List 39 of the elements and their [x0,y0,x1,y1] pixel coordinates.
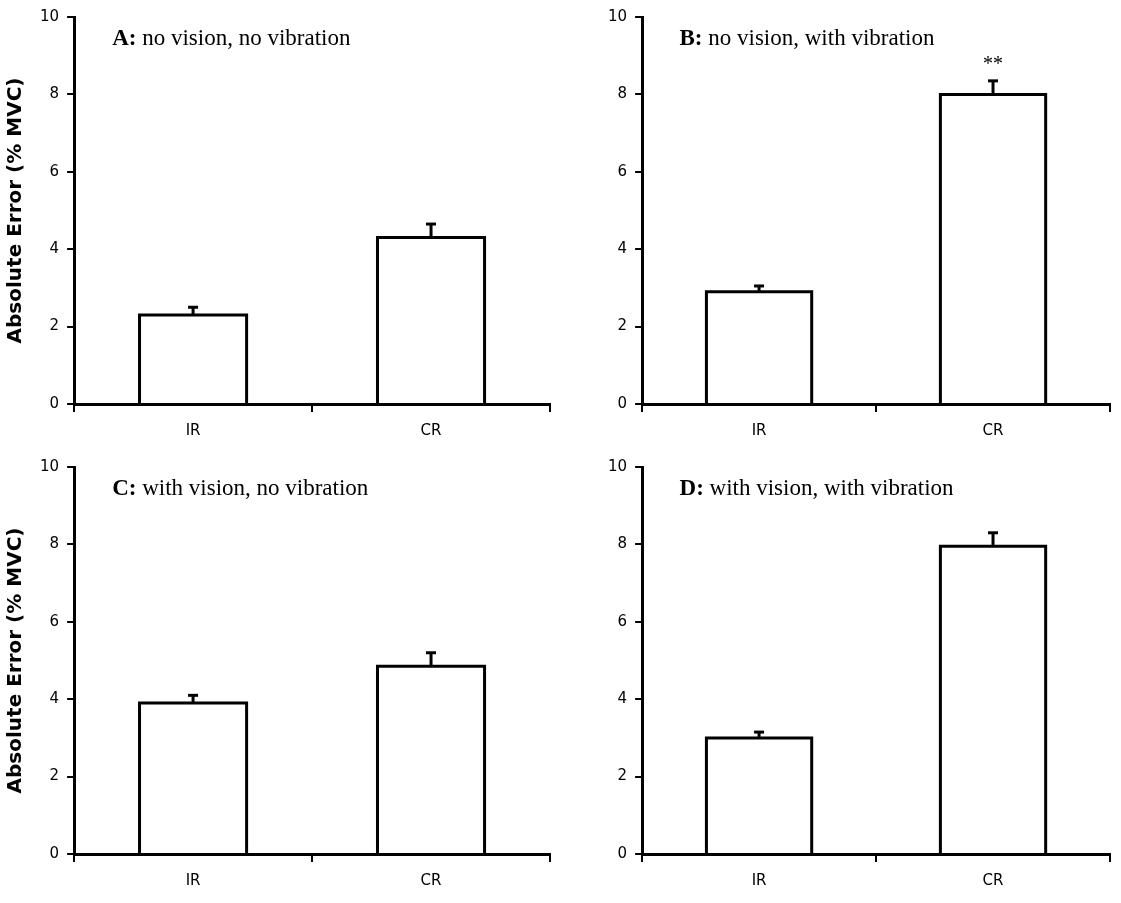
y-tick-label: 10 [607,6,628,25]
y-tick-label: 6 [617,161,628,180]
annotation: ** [983,52,1004,75]
y-tick-label: 4 [49,689,60,708]
y-tick-label: 10 [607,456,628,475]
y-tick-label: 2 [49,766,60,785]
y-tick-label: 4 [49,239,60,258]
y-tick-label: 4 [617,239,628,258]
y-axis-title: Absolute Error (% MVC) [2,77,27,344]
y-tick-label: 4 [617,689,628,708]
y-tick-label: 2 [49,316,60,335]
y-tick-label: 6 [49,611,60,630]
x-tick-label: IR [751,420,767,439]
x-tick-label: IR [185,420,201,439]
y-tick-label: 0 [49,843,60,862]
y-tick-label: 8 [49,534,60,553]
y-tick-label: 10 [39,456,60,475]
y-tick-label: 2 [617,766,628,785]
y-tick-label: 0 [49,393,60,412]
x-tick-label: IR [185,870,201,889]
x-tick-label: IR [751,870,767,889]
x-tick-label: CR [420,870,442,889]
y-tick-label: 8 [49,84,60,103]
y-tick-label: 0 [617,393,628,412]
y-axis-title: Absolute Error (% MVC) [2,527,27,794]
y-tick-label: 2 [617,316,628,335]
y-tick-label: 8 [617,534,628,553]
x-tick-label: CR [420,420,442,439]
chart-title: A: no vision, no vibration [112,24,351,51]
chart-title: C: with vision, no vibration [112,474,369,501]
y-tick-label: 10 [39,6,60,25]
x-tick-label: CR [982,870,1004,889]
y-tick-label: 0 [617,843,628,862]
chart-title: B: no vision, with vibration [679,24,935,51]
chart-title: D: with vision, with vibration [679,474,955,501]
y-tick-label: 6 [617,611,628,630]
x-tick-label: CR [982,420,1004,439]
y-tick-label: 8 [617,84,628,103]
y-tick-label: 6 [49,161,60,180]
